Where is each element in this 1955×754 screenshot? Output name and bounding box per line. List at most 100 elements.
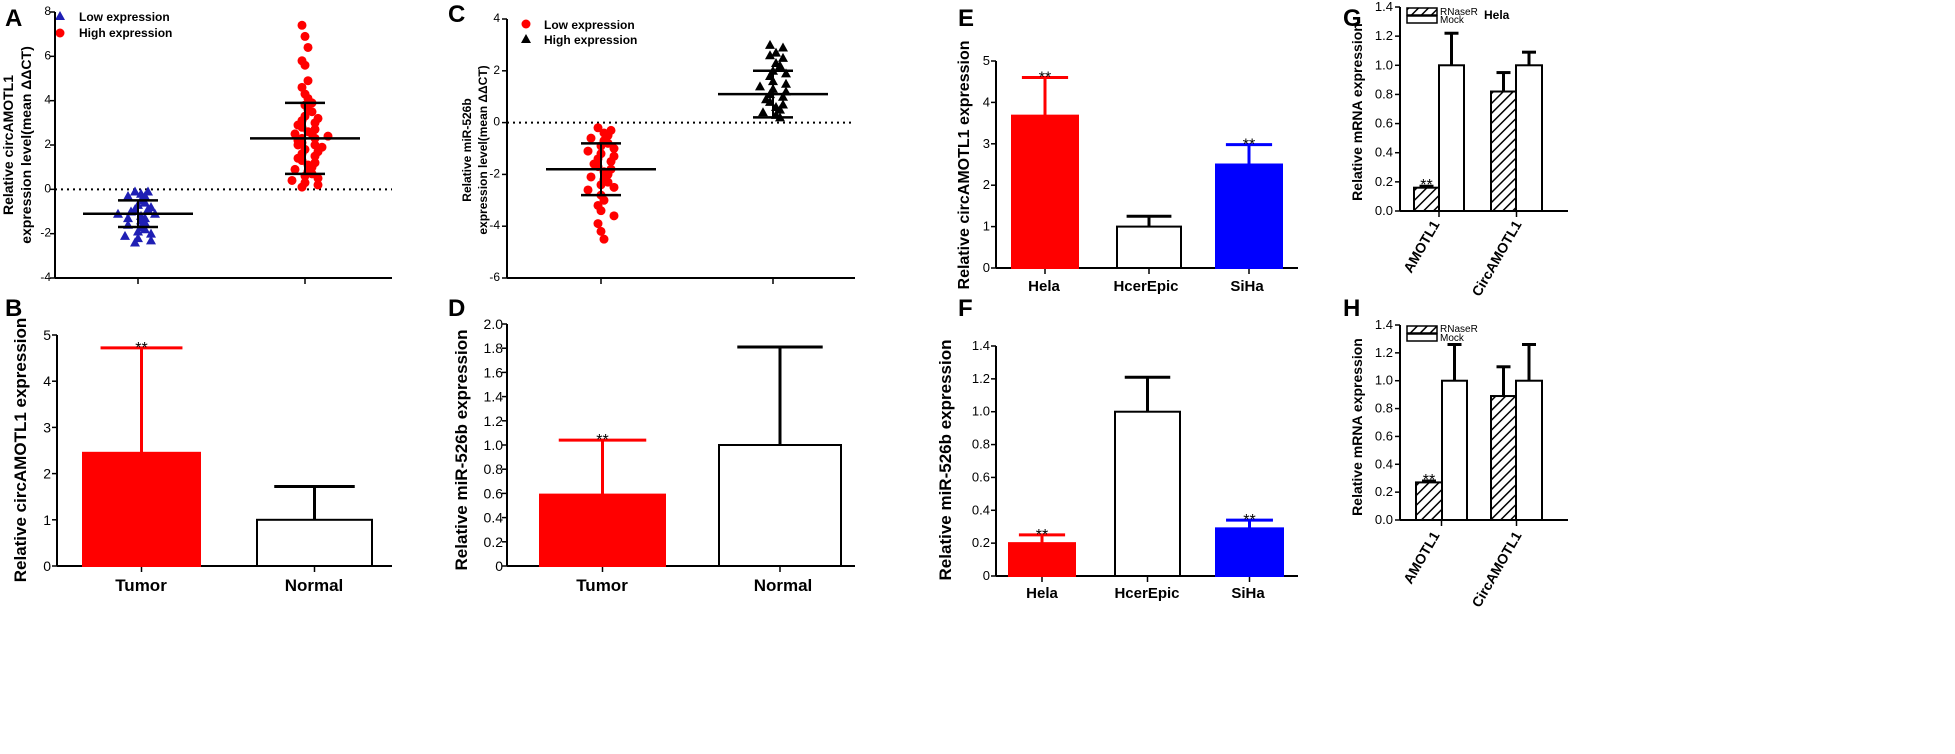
d-ytick-label: 0.8 [484, 461, 504, 477]
h-ylabel: Relative mRNA expression [1349, 338, 1365, 516]
f-ytick-label: 0.6 [972, 469, 990, 484]
e-significance: ** [1243, 137, 1255, 154]
a-point [303, 76, 313, 86]
c-ylabel-line2: expression level(mean ΔΔCT) [476, 65, 490, 234]
c-point [758, 107, 768, 117]
a-point [130, 237, 140, 247]
f-ytick-label: 0 [983, 568, 990, 583]
e-xtick-siha: SiHa [1230, 278, 1264, 295]
h-plot: ** [1415, 343, 1543, 526]
h-ytick-label: 0.8 [1375, 401, 1393, 416]
h-axes: 0.0 0.2 0.4 0.6 0.8 1.0 1.2 1.4 [1375, 317, 1568, 527]
h-significance: ** [1423, 472, 1435, 489]
c-point [765, 39, 775, 49]
h-ytick-label: 0.2 [1375, 484, 1393, 499]
a-point [123, 213, 133, 223]
f-bar [1008, 542, 1076, 578]
a-point [300, 31, 310, 41]
c-point [771, 47, 781, 57]
c-point [775, 104, 785, 114]
c-point [586, 133, 596, 143]
a-ylabel-line2: expression level(mean ΔΔCT) [18, 46, 34, 244]
c-point [781, 78, 791, 88]
a-plot [55, 20, 392, 284]
h-legend-mock-swatch [1406, 333, 1438, 342]
c-axes: -6 -4 -2 0 2 4 [489, 11, 855, 284]
c-ytick-label: -4 [489, 218, 500, 232]
g-bar [1438, 64, 1465, 212]
h-ytick-label: 0.6 [1375, 428, 1393, 443]
g-ytick-label: 1.0 [1375, 57, 1393, 72]
c-point [599, 195, 609, 205]
b-xtick-normal: Normal [285, 576, 344, 595]
g-legend-rnaser-label: RNaseR [1440, 7, 1478, 18]
panel-label-H: H [1343, 295, 1360, 322]
a-point [133, 226, 143, 236]
a-point [313, 173, 323, 183]
e-bar [1011, 114, 1079, 270]
h-xtick-circamotl1: CircAMOTL1 [1468, 528, 1524, 610]
c-point [609, 211, 619, 221]
c-point [593, 123, 603, 133]
e-ytick-label: 1 [983, 219, 990, 234]
a-ytick-label: 6 [44, 48, 51, 62]
d-ytick-label: 1.2 [484, 413, 504, 429]
a-point [130, 186, 140, 196]
c-point [599, 234, 609, 244]
g-ytick-label: 1.4 [1375, 0, 1393, 14]
c-point [778, 42, 788, 52]
d-ytick-label: 0.6 [484, 485, 504, 501]
c-point [603, 177, 613, 187]
c-ytick-label: -2 [489, 166, 500, 180]
d-ytick-label: 0.2 [484, 534, 504, 550]
a-point [300, 60, 310, 70]
h-bar [1515, 379, 1543, 522]
a-point [146, 235, 156, 245]
panel-E: E Relative circAMOTL1 expression Hela Hc… [956, 5, 1264, 295]
a-point [120, 230, 130, 240]
c-ytick-label: -6 [489, 270, 500, 284]
e-ytick-label: 2 [983, 177, 990, 192]
c-ytick-label: 0 [493, 115, 500, 129]
d-significance: ** [596, 432, 608, 449]
c-point [593, 219, 603, 229]
c-point [609, 144, 619, 153]
e-ytick-label: 3 [983, 136, 990, 151]
b-ytick-label: 3 [43, 419, 51, 435]
h-bar [1415, 481, 1443, 521]
a-point [293, 140, 303, 150]
a-ytick-label: 0 [44, 181, 51, 195]
g-significance: ** [1420, 177, 1432, 194]
g-bar [1515, 64, 1543, 212]
e-xtick-hcerepic: HcerEpic [1113, 278, 1178, 295]
d-ytick-label: 1.4 [484, 389, 504, 405]
g-ytick-label: 1.2 [1375, 28, 1393, 43]
h-ytick-label: 1.0 [1375, 373, 1393, 388]
panel-label-E: E [958, 5, 974, 32]
c-point [596, 206, 606, 216]
h-bar [1490, 395, 1517, 521]
panel-B: B Relative circAMOTL1 expression Tumor N… [5, 295, 343, 595]
h-ytick-label: 0.0 [1375, 512, 1393, 527]
f-ytick-label: 0.2 [972, 535, 990, 550]
panel-label-F: F [958, 295, 973, 322]
c-legend-low-label: Low expression [544, 18, 635, 32]
f-xtick-hela: Hela [1026, 585, 1058, 602]
c-point [586, 172, 596, 182]
a-point [140, 197, 150, 207]
g-xtick-amotl1: AMOTL1 [1400, 217, 1443, 275]
c-point [583, 185, 593, 195]
f-ytick-label: 0.4 [972, 502, 990, 517]
a-point [123, 190, 133, 200]
b-xtick-tumor: Tumor [115, 576, 167, 595]
d-ytick-label: 1.0 [484, 437, 504, 453]
h-ytick-label: 1.4 [1375, 317, 1393, 332]
f-bar [1215, 527, 1284, 577]
g-ytick-label: 0.0 [1375, 203, 1393, 218]
c-legend-high-label: High expression [544, 33, 637, 47]
a-point [310, 151, 320, 161]
a-legend-low-marker [55, 11, 65, 20]
f-xtick-hcerepic: HcerEpic [1114, 585, 1179, 602]
f-ytick-label: 1.2 [972, 371, 990, 386]
